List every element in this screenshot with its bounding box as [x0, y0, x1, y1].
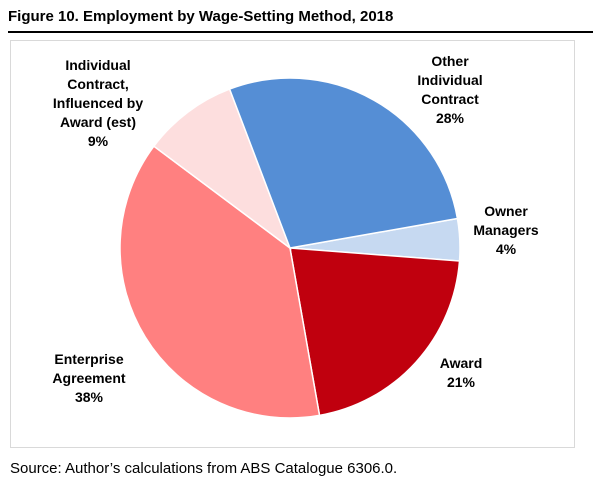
source-note: Source: Author’s calculations from ABS C… — [10, 460, 398, 477]
slice-name-line: Enterprise — [54, 350, 124, 367]
slice-name-line: Managers — [473, 221, 539, 238]
slice-name-line: Other — [431, 53, 469, 69]
slice-name-line: Award — [439, 355, 483, 371]
figure-title: Figure 10. Employment by Wage-Setting Me… — [8, 8, 394, 25]
pie-slice-award — [289, 247, 461, 417]
slice-value-label: 9% — [87, 132, 109, 149]
slice-name-line: Contract — [421, 91, 479, 107]
slice-name-line: Award (est) — [60, 113, 136, 130]
slice-value-label: 21% — [446, 374, 476, 390]
slice-value-label: 4% — [495, 240, 517, 257]
slice-name-line: Individual — [65, 56, 131, 73]
slice-label: Other Individual Contract 28% — [417, 52, 482, 128]
pie-slice-enterprise-agreement — [119, 145, 321, 419]
slice-name-line: Owner — [484, 202, 528, 219]
slice-label: Award 21% — [440, 354, 483, 392]
slice-label: Enterprise Agreement 38% — [52, 350, 125, 407]
slice-name-line: Contract, — [67, 75, 129, 92]
pie-slice-other-individual-contract — [228, 77, 459, 249]
slice-label: Owner Managers 4% — [473, 202, 538, 259]
slice-name-line: Agreement — [52, 369, 126, 386]
slice-name-line: Individual — [417, 72, 483, 88]
slice-name-line: Influenced by — [52, 94, 144, 111]
chart-frame — [10, 40, 575, 448]
pie-slice-individual-contract-influenced-by-award-est — [152, 88, 292, 251]
title-rule — [8, 31, 593, 33]
slice-value-label: 28% — [435, 110, 465, 126]
slice-value-label: 38% — [74, 388, 104, 405]
slice-label: Individual Contract, Influenced by Award (e… — [53, 56, 143, 151]
